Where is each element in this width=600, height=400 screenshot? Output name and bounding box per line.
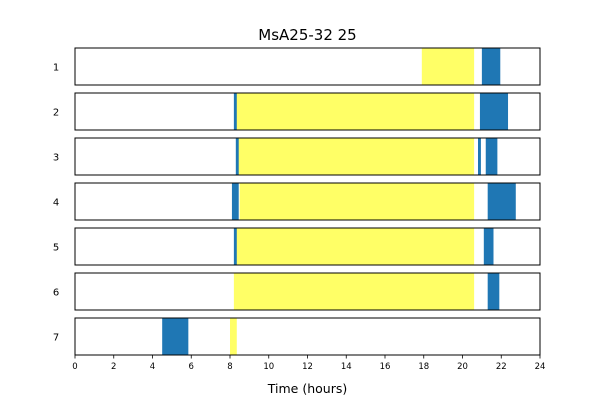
row-label: 6: [53, 288, 59, 299]
activity-bar: [487, 273, 500, 310]
row-label: 5: [53, 243, 59, 254]
row-label: 7: [53, 333, 59, 344]
panel-frame: [74, 317, 541, 356]
panel-frame: [74, 182, 541, 221]
day-panel-2: 2: [53, 92, 541, 131]
light-period-bar: [421, 48, 475, 85]
x-tick-label: 2: [111, 362, 116, 372]
panel-frame: [74, 47, 541, 86]
panel-frame: [74, 272, 541, 311]
x-tick-label: 8: [227, 362, 232, 372]
day-panel-3: 3: [53, 137, 541, 176]
x-axis-label: Time (hours): [267, 381, 347, 396]
chart-title: MsA25-32 25: [258, 26, 356, 44]
light-period-bar: [235, 228, 475, 265]
x-tick-label: 6: [189, 362, 194, 372]
activity-bar: [233, 93, 237, 130]
x-tick-label: 14: [341, 362, 352, 372]
row-label: 4: [53, 198, 59, 209]
day-panel-6: 6: [53, 272, 541, 311]
row-label: 1: [53, 63, 59, 74]
row-label: 3: [53, 153, 59, 164]
activity-bar: [231, 183, 239, 220]
x-tick-label: 0: [72, 362, 77, 372]
x-tick-label: 20: [457, 362, 468, 372]
activity-bar: [487, 183, 516, 220]
light-period-bar: [230, 318, 237, 355]
x-tick-label: 10: [263, 362, 274, 372]
panel-frame: [74, 227, 541, 266]
x-tick-label: 4: [150, 362, 155, 372]
day-panel-5: 5: [53, 227, 541, 266]
x-tick-label: 18: [418, 362, 429, 372]
activity-bar: [481, 48, 501, 85]
x-tick-label: 12: [302, 362, 313, 372]
light-period-bar: [237, 138, 475, 175]
x-tick-label: 24: [535, 362, 546, 372]
activity-bar: [485, 138, 498, 175]
activity-bar: [233, 228, 237, 265]
row-label: 2: [53, 108, 59, 119]
light-period-bar: [239, 183, 475, 220]
day-panels: 1 2 3 4 5 6 7: [53, 47, 541, 356]
light-period-bar: [235, 93, 475, 130]
panel-frame: [74, 92, 541, 131]
light-period-bar: [233, 273, 475, 310]
x-tick-label: 16: [380, 362, 391, 372]
activity-bar: [162, 318, 189, 355]
day-panel-7: 7: [53, 317, 541, 356]
activity-bar: [483, 228, 494, 265]
day-panel-4: 4: [53, 182, 541, 221]
day-panel-1: 1: [53, 47, 541, 86]
x-tick-label: 22: [496, 362, 507, 372]
activity-bar: [478, 138, 481, 175]
x-axis: 0 2 4 6 8 10 12 14 16 18 20 22 24: [72, 355, 545, 372]
activity-bar: [479, 93, 509, 130]
activity-bar: [235, 138, 239, 175]
panel-frame: [74, 137, 541, 176]
